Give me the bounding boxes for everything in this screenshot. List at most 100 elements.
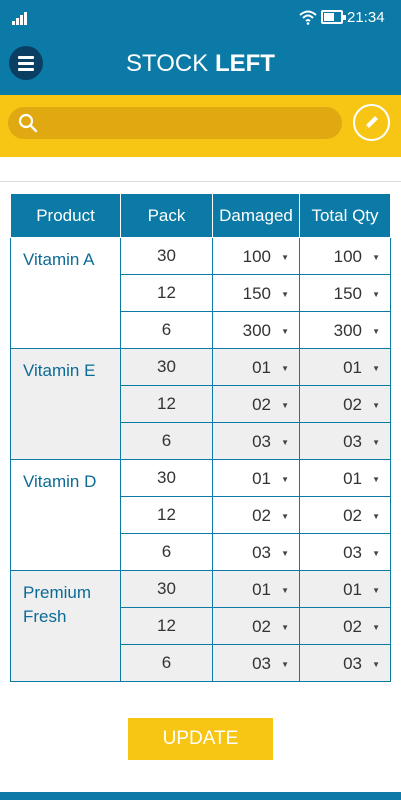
hamburger-icon[interactable] bbox=[9, 46, 43, 80]
search-field[interactable] bbox=[8, 107, 342, 139]
total-qty-cell[interactable]: 100 ▼ bbox=[299, 237, 391, 275]
damaged-value: 02 bbox=[252, 617, 271, 636]
total-qty-cell[interactable]: 01 ▼ bbox=[299, 459, 391, 497]
total-qty-value: 02 bbox=[343, 506, 362, 525]
table-row: Premium Fresh 30 01 ▼ 01 ▼ bbox=[10, 570, 391, 682]
total-qty-cell[interactable]: 03 ▼ bbox=[299, 533, 391, 571]
total-qty-select[interactable]: 100 ▼ bbox=[300, 238, 390, 274]
damaged-cell[interactable]: 150 ▼ bbox=[212, 274, 300, 312]
total-qty-select[interactable]: 150 ▼ bbox=[300, 275, 390, 311]
damaged-select[interactable]: 02 ▼ bbox=[213, 386, 299, 422]
header-damaged: Damaged bbox=[212, 193, 300, 238]
damaged-value: 01 bbox=[252, 469, 271, 488]
damaged-value: 02 bbox=[252, 395, 271, 414]
damaged-cell[interactable]: 02 ▼ bbox=[212, 496, 300, 534]
damaged-value: 03 bbox=[252, 654, 271, 673]
damaged-select[interactable]: 01 ▼ bbox=[213, 571, 299, 607]
pencil-icon bbox=[365, 116, 378, 129]
pack-cell: 6 bbox=[120, 311, 213, 349]
damaged-select[interactable]: 01 ▼ bbox=[213, 460, 299, 496]
total-qty-cell[interactable]: 02 ▼ bbox=[299, 385, 391, 423]
damaged-cell[interactable]: 02 ▼ bbox=[212, 607, 300, 645]
total-qty-select[interactable]: 03 ▼ bbox=[300, 534, 390, 570]
pack-cell: 30 bbox=[120, 459, 213, 497]
caret-down-icon: ▼ bbox=[372, 290, 380, 299]
damaged-value: 01 bbox=[252, 580, 271, 599]
caret-down-icon: ▼ bbox=[281, 401, 289, 410]
damaged-cell[interactable]: 300 ▼ bbox=[212, 311, 300, 349]
damaged-select[interactable]: 03 ▼ bbox=[213, 423, 299, 459]
damaged-cell[interactable]: 01 ▼ bbox=[212, 570, 300, 608]
search-input[interactable] bbox=[44, 107, 334, 139]
total-qty-select[interactable]: 01 ▼ bbox=[300, 349, 390, 385]
total-qty-cell[interactable]: 300 ▼ bbox=[299, 311, 391, 349]
table-row: 6 300 ▼ 300 ▼ bbox=[11, 311, 391, 349]
damaged-value: 03 bbox=[252, 432, 271, 451]
damaged-cell[interactable]: 01 ▼ bbox=[212, 348, 300, 386]
pack-cell: 30 bbox=[120, 348, 213, 386]
total-qty-cell[interactable]: 01 ▼ bbox=[299, 348, 391, 386]
damaged-select[interactable]: 100 ▼ bbox=[213, 238, 299, 274]
total-qty-cell[interactable]: 02 ▼ bbox=[299, 496, 391, 534]
table-row: 12 02 ▼ 02 ▼ bbox=[11, 607, 391, 645]
header-pack: Pack bbox=[120, 193, 213, 238]
table-row: Vitamin A 30 100 ▼ 100 ▼ bbox=[10, 237, 391, 349]
total-qty-select[interactable]: 02 ▼ bbox=[300, 608, 390, 644]
total-qty-select[interactable]: 03 ▼ bbox=[300, 423, 390, 459]
caret-down-icon: ▼ bbox=[281, 586, 289, 595]
caret-down-icon: ▼ bbox=[372, 364, 380, 373]
battery-icon bbox=[321, 10, 346, 24]
search-bar bbox=[0, 95, 401, 157]
total-qty-select[interactable]: 02 ▼ bbox=[300, 497, 390, 533]
status-bar: 21:34 bbox=[0, 0, 401, 38]
total-qty-value: 01 bbox=[343, 358, 362, 377]
total-qty-value: 01 bbox=[343, 469, 362, 488]
update-button[interactable]: UPDATE bbox=[128, 718, 273, 760]
total-qty-select[interactable]: 01 ▼ bbox=[300, 460, 390, 496]
total-qty-select[interactable]: 300 ▼ bbox=[300, 312, 390, 348]
damaged-value: 150 bbox=[242, 284, 271, 303]
damaged-select[interactable]: 03 ▼ bbox=[213, 645, 299, 681]
total-qty-cell[interactable]: 03 ▼ bbox=[299, 422, 391, 460]
edit-button[interactable] bbox=[353, 104, 390, 141]
total-qty-cell[interactable]: 150 ▼ bbox=[299, 274, 391, 312]
total-qty-value: 300 bbox=[333, 321, 362, 340]
damaged-cell[interactable]: 100 ▼ bbox=[212, 237, 300, 275]
caret-down-icon: ▼ bbox=[281, 549, 289, 558]
caret-down-icon: ▼ bbox=[281, 475, 289, 484]
damaged-cell[interactable]: 01 ▼ bbox=[212, 459, 300, 497]
search-icon bbox=[18, 113, 38, 133]
total-qty-value: 03 bbox=[343, 654, 362, 673]
total-qty-value: 03 bbox=[343, 432, 362, 451]
damaged-select[interactable]: 150 ▼ bbox=[213, 275, 299, 311]
total-qty-select[interactable]: 03 ▼ bbox=[300, 645, 390, 681]
total-qty-cell[interactable]: 03 ▼ bbox=[299, 644, 391, 682]
product-name-line1: Premium bbox=[23, 583, 92, 602]
page-title: STOCK LEFT bbox=[0, 50, 401, 78]
caret-down-icon: ▼ bbox=[281, 253, 289, 262]
damaged-cell[interactable]: 02 ▼ bbox=[212, 385, 300, 423]
header-total-qty: Total Qty bbox=[299, 193, 391, 238]
caret-down-icon: ▼ bbox=[372, 253, 380, 262]
damaged-select[interactable]: 01 ▼ bbox=[213, 349, 299, 385]
caret-down-icon: ▼ bbox=[281, 512, 289, 521]
damaged-select[interactable]: 02 ▼ bbox=[213, 497, 299, 533]
damaged-cell[interactable]: 03 ▼ bbox=[212, 533, 300, 571]
total-qty-select[interactable]: 01 ▼ bbox=[300, 571, 390, 607]
caret-down-icon: ▼ bbox=[281, 290, 289, 299]
total-qty-cell[interactable]: 02 ▼ bbox=[299, 607, 391, 645]
total-qty-select[interactable]: 02 ▼ bbox=[300, 386, 390, 422]
caret-down-icon: ▼ bbox=[372, 623, 380, 632]
damaged-cell[interactable]: 03 ▼ bbox=[212, 644, 300, 682]
table-header-row: Product Pack Damaged Total Qty bbox=[10, 193, 391, 238]
table-row: Vitamin E 30 01 ▼ 01 ▼ bbox=[10, 348, 391, 460]
damaged-select[interactable]: 300 ▼ bbox=[213, 312, 299, 348]
table-row: 6 03 ▼ 03 ▼ bbox=[11, 644, 391, 682]
damaged-select[interactable]: 03 ▼ bbox=[213, 534, 299, 570]
total-qty-cell[interactable]: 01 ▼ bbox=[299, 570, 391, 608]
damaged-select[interactable]: 02 ▼ bbox=[213, 608, 299, 644]
caret-down-icon: ▼ bbox=[372, 512, 380, 521]
damaged-cell[interactable]: 03 ▼ bbox=[212, 422, 300, 460]
app-header: 21:34 STOCK LEFT bbox=[0, 0, 401, 95]
signal-icon bbox=[12, 11, 30, 25]
